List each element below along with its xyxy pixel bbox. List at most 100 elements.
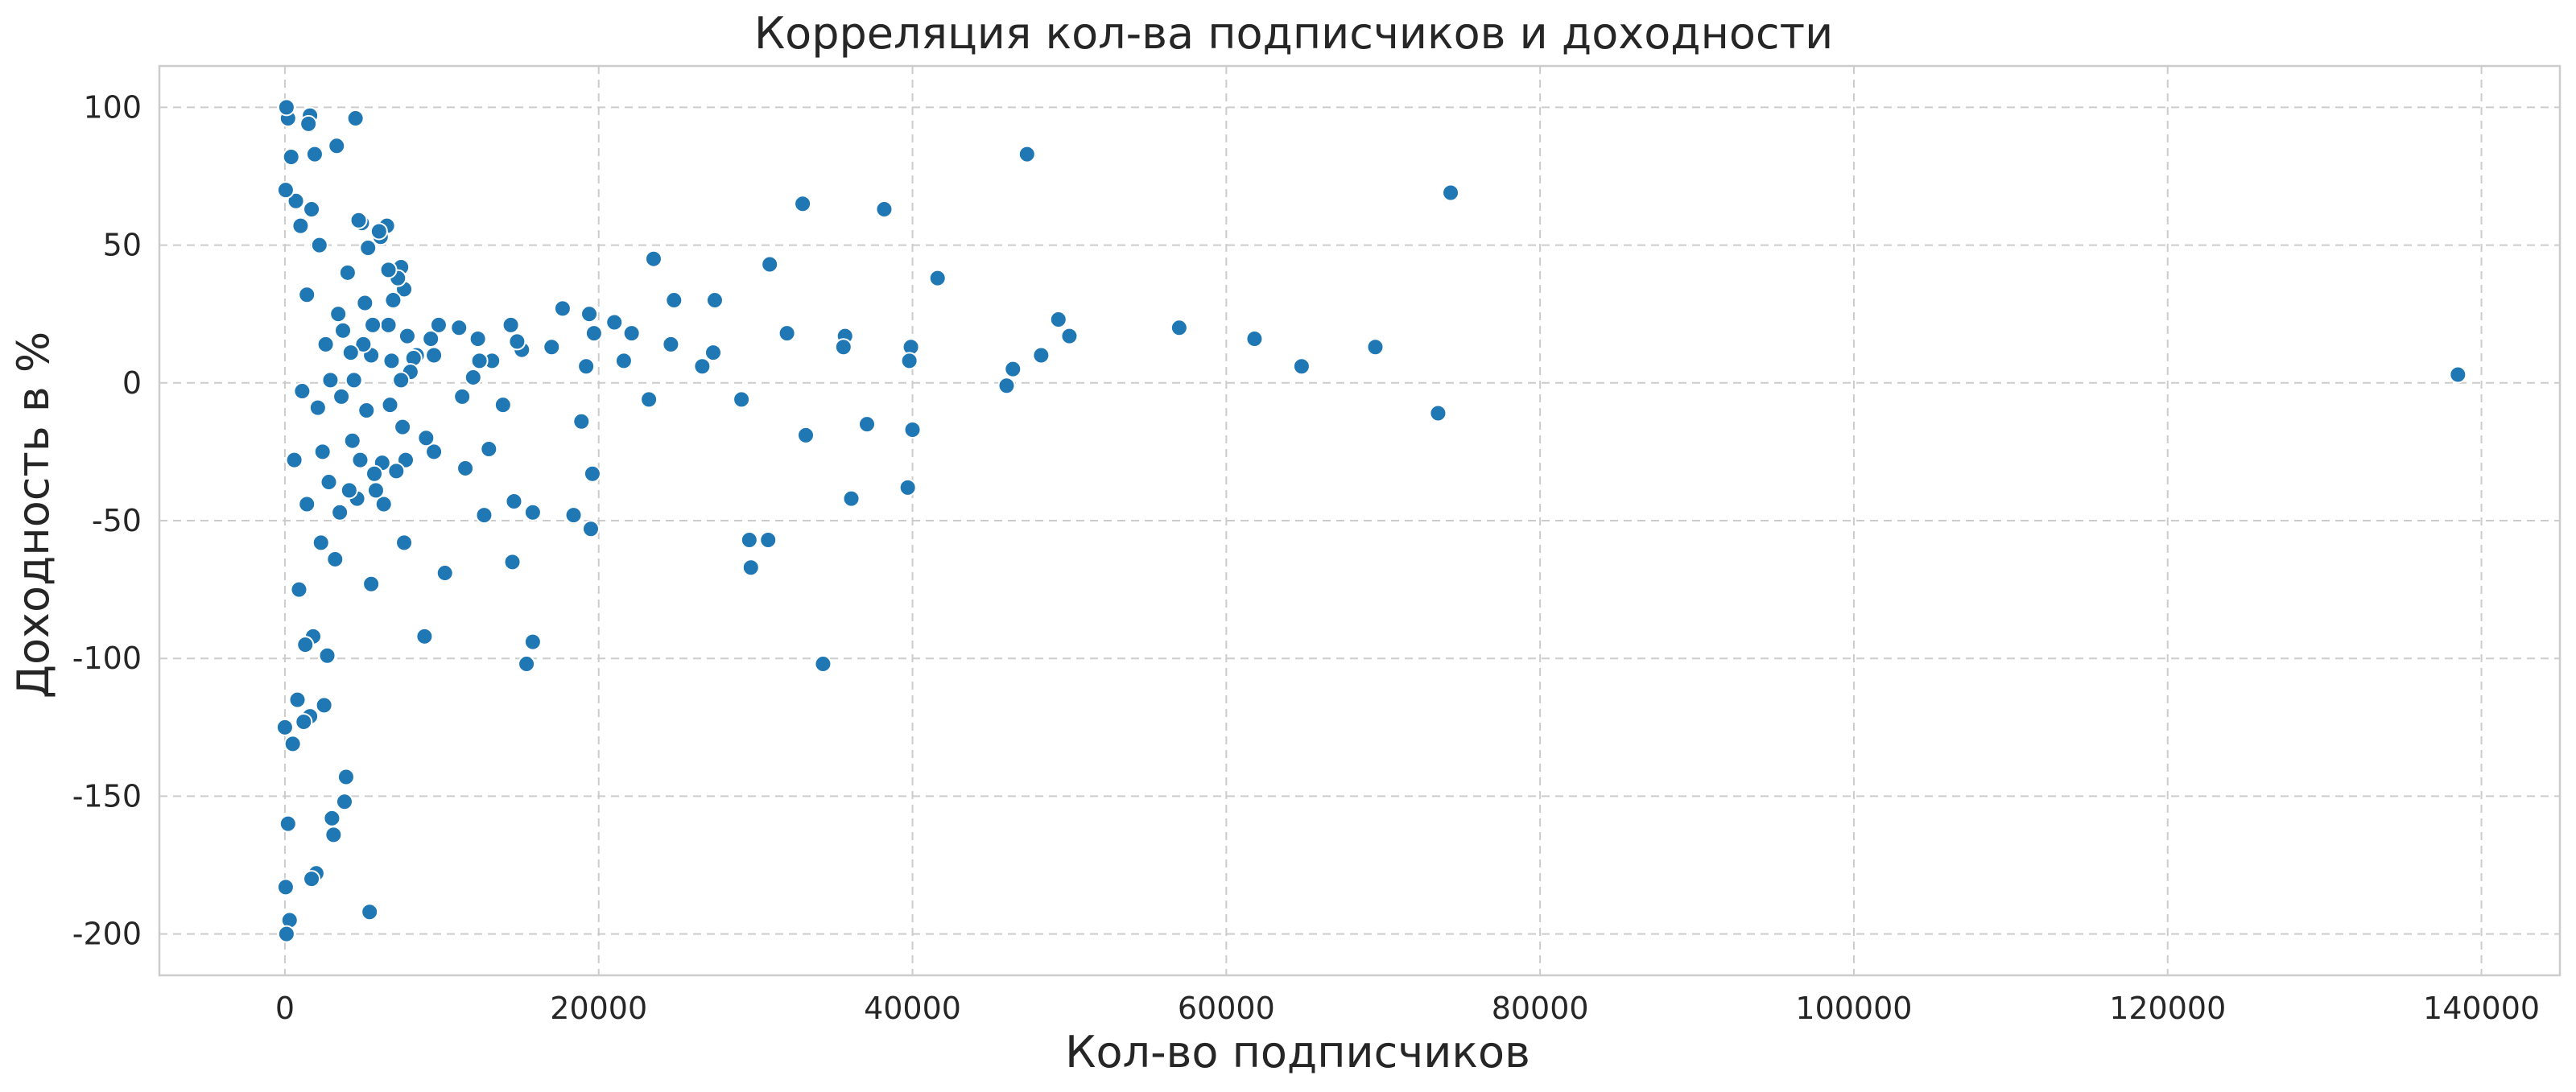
scatter-point [398, 327, 416, 345]
scatter-point [429, 315, 448, 334]
scatter-point [475, 506, 493, 525]
scatter-point [794, 195, 812, 213]
x-tick-label: 60000 [1178, 991, 1275, 1026]
scatter-point [577, 357, 596, 376]
plot-frame [158, 64, 2562, 977]
scatter-point [1170, 319, 1188, 337]
scatter-point [351, 451, 369, 469]
scatter-point [469, 330, 487, 348]
scatter-point [572, 412, 591, 431]
scatter-point [346, 109, 365, 128]
scatter-point [374, 495, 393, 513]
scatter-point [283, 735, 302, 753]
y-tick-label: -200 [72, 917, 142, 952]
scatter-point [336, 768, 355, 786]
scatter-point [291, 216, 310, 235]
x-tick-label: 120000 [2109, 991, 2226, 1026]
scatter-point [741, 558, 760, 577]
scatter-point [379, 315, 398, 334]
scatter-point [303, 200, 321, 219]
x-tick-label: 20000 [550, 991, 647, 1026]
scatter-point [644, 249, 663, 268]
scatter-point [502, 315, 520, 334]
scatter-point [332, 387, 351, 406]
x-axis-label: Кол-во подписчиков [1065, 1027, 1530, 1078]
scatter-point [814, 655, 832, 674]
scatter-point [365, 464, 384, 483]
scatter-point [415, 627, 434, 645]
scatter-point [303, 870, 321, 888]
x-tick-label: 140000 [2423, 991, 2540, 1026]
scatter-point [761, 255, 779, 274]
scatter-point [395, 534, 414, 552]
scatter-point [583, 464, 601, 483]
scatter-point [1366, 338, 1385, 356]
scatter-point [298, 495, 316, 513]
scatter-point [321, 371, 340, 389]
scatter-point [326, 550, 345, 568]
y-tick-label: -150 [72, 778, 142, 814]
scatter-point [305, 145, 324, 163]
scatter-point [834, 338, 852, 356]
scatter-point [1429, 404, 1447, 422]
scatter-point [523, 633, 542, 651]
scatter-point [505, 492, 523, 511]
scatter-point [425, 443, 444, 461]
scatter-point [324, 826, 343, 844]
scatter-point [276, 878, 295, 896]
y-tick-labels: 100 50 0 -50 -100 -150 -200 [72, 89, 142, 951]
scatter-point [581, 520, 600, 538]
grid-layer [159, 66, 2560, 975]
scatter-point [315, 696, 333, 715]
scatter-point [759, 530, 778, 549]
scatter-point [858, 415, 877, 434]
scatter-point [392, 371, 411, 389]
scatter-point [299, 114, 318, 133]
scatter-point [733, 390, 751, 409]
scatter-point [329, 305, 348, 323]
scatter-point [362, 575, 381, 593]
scatter-point [508, 332, 526, 351]
scatter-point [1004, 360, 1022, 378]
scatter-point [295, 712, 313, 731]
scatter-point [285, 451, 303, 469]
scatter-point [276, 181, 295, 200]
scatter-point [1032, 346, 1051, 365]
y-tick-label: 100 [83, 89, 142, 125]
scatter-point [349, 211, 368, 229]
y-tick-label: 0 [122, 365, 142, 401]
scatter-point [328, 137, 346, 155]
scatter-point [997, 377, 1016, 395]
scatter-point [640, 390, 658, 409]
scatter-point [778, 324, 796, 343]
scatter-point [310, 236, 328, 254]
scatter-point [900, 352, 919, 370]
scatter-point [422, 330, 440, 348]
scatter-point [298, 286, 316, 304]
scatter-point [705, 291, 724, 310]
scatter-point [453, 387, 472, 406]
scatter-point [523, 503, 542, 521]
scatter-point [343, 431, 361, 450]
scatter-point [340, 481, 358, 500]
scatter-point [456, 459, 475, 477]
scatter-point [354, 335, 373, 353]
scatter-point [1018, 145, 1036, 163]
scatter-point [382, 352, 401, 370]
scatter-point [290, 580, 308, 599]
scatter-point [622, 324, 641, 343]
scatter-point [381, 396, 399, 414]
scatter-point [553, 299, 572, 318]
x-tick-label: 100000 [1795, 991, 1912, 1026]
scatter-point [379, 261, 398, 279]
scatter-point [288, 690, 307, 709]
scatter-point [364, 315, 382, 334]
y-tick-label: 50 [103, 228, 142, 263]
scatter-point [387, 462, 406, 480]
scatter-point [282, 148, 300, 166]
scatter-point [436, 564, 454, 583]
scatter-point [898, 478, 917, 497]
scatter-point [2449, 365, 2467, 384]
